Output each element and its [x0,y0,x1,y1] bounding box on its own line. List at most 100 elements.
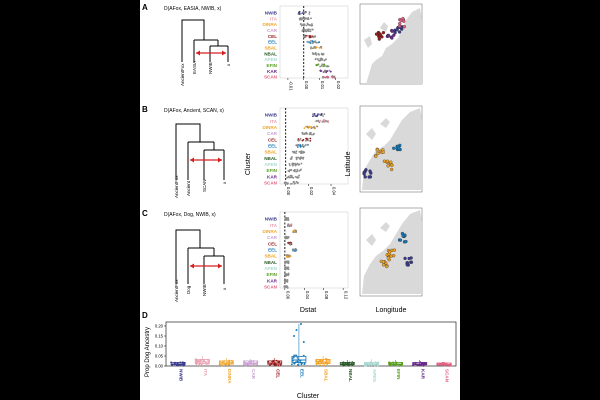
dstat-point [303,23,306,26]
map-point [404,239,408,244]
dstat-point [305,34,307,37]
x-category-label: APEN [372,369,377,382]
cluster-label: APEN [264,266,277,271]
map-point [389,167,394,172]
dstat-point [303,11,306,14]
dstat-point [323,63,325,66]
ancestry-point [303,363,306,366]
cluster-label: NWIB [265,113,278,118]
cluster-label: NBAL [264,156,277,161]
dstat-point [309,30,312,33]
dstat-point [323,113,326,116]
latitude-axis-label: Latitude [345,151,352,176]
dstat-point [304,11,307,14]
dstat-plot-a: -0.01 0.00 0.01 0.02 [279,5,349,91]
dstat-point [285,217,288,219]
map-point [362,170,366,175]
dstat-point [314,120,317,123]
ancestry-point [401,362,404,365]
dstat-point [314,35,316,37]
dstat-point [284,267,287,270]
cluster-label: CEL [268,137,277,142]
dstat-point [298,139,301,141]
dstat-point [307,139,309,142]
y-tick-label: 0.10 [155,344,164,349]
tip-label-a-1: EASIA [192,61,197,74]
map-point [375,148,380,152]
map-point [390,36,394,40]
dstat-point [301,145,304,148]
dstat-point [322,65,325,68]
map-point [381,263,386,267]
ancestry-point [342,363,345,366]
ancestry-point [440,364,443,366]
cluster-label: EEL [268,143,277,148]
dstat-point [292,229,295,232]
ancestry-point [344,363,347,366]
ancestry-point [368,364,371,367]
ancestry-point [326,363,329,366]
map-point [381,31,386,35]
x-tick-label: 0.00 [304,81,309,90]
dstat-point [312,47,314,50]
dstat-point [326,65,329,67]
ancestry-point [296,356,299,359]
map-point [390,163,394,167]
dstat-point [295,229,297,232]
x-tick-label: -0.01 [288,81,293,91]
ancestry-point [411,364,414,367]
dstat-point [293,150,296,153]
tree-c [175,229,225,284]
dstat-point [318,46,321,49]
dstat-point [308,133,311,136]
ancestry-point [206,358,209,361]
dstat-point [296,182,299,185]
ancestry-point [297,358,300,361]
cluster-label: CAR [267,235,278,240]
dstat-point [322,76,324,79]
ancestry-point [325,359,328,362]
y-tick-label: 0.00 [155,364,164,369]
ancestry-point [342,361,345,364]
ancestry-point [317,362,320,365]
dstat-point [286,218,289,221]
dstat-point [295,156,298,159]
cluster-label: KAR [267,174,278,179]
dstat-point [315,46,318,49]
cluster-label: ITA [270,223,278,228]
cluster-label: ITA [270,16,278,21]
tip-label-a-0: AncientFox [180,63,185,86]
ancestry-point [291,359,294,362]
ancestry-point [183,364,185,367]
dstat-point [305,137,308,140]
sample-points-c [379,231,414,269]
dstat-point [292,248,294,251]
tip-label-c-3: x [222,287,227,290]
dstat-point [315,53,318,56]
y-tick-label: 0.15 [155,334,164,339]
ancestry-point [348,364,350,367]
sample-points-b [362,143,402,179]
dstat-point [297,156,300,159]
dstat-point [305,24,308,27]
dstat-point [313,46,316,49]
dstat-point [301,17,304,20]
dstat-point [328,69,331,72]
ancestry-point [301,362,303,365]
cluster-label: SBAL [264,150,277,155]
x-tick-label: 0.01 [320,81,325,90]
map-point [398,238,403,242]
dstat-point [285,285,287,288]
ancestry-point [245,362,248,364]
map-point [374,154,378,158]
cluster-label: NWIB [265,10,278,15]
ancestry-point [319,364,322,367]
ancestry-point [369,361,372,364]
map-b [359,105,423,193]
map-point [385,159,390,163]
dstat-point [323,119,326,122]
dstat-point [302,11,304,14]
dstat-point [298,13,301,15]
cluster-label: SCAN [264,75,278,80]
dstat-point [284,266,287,269]
